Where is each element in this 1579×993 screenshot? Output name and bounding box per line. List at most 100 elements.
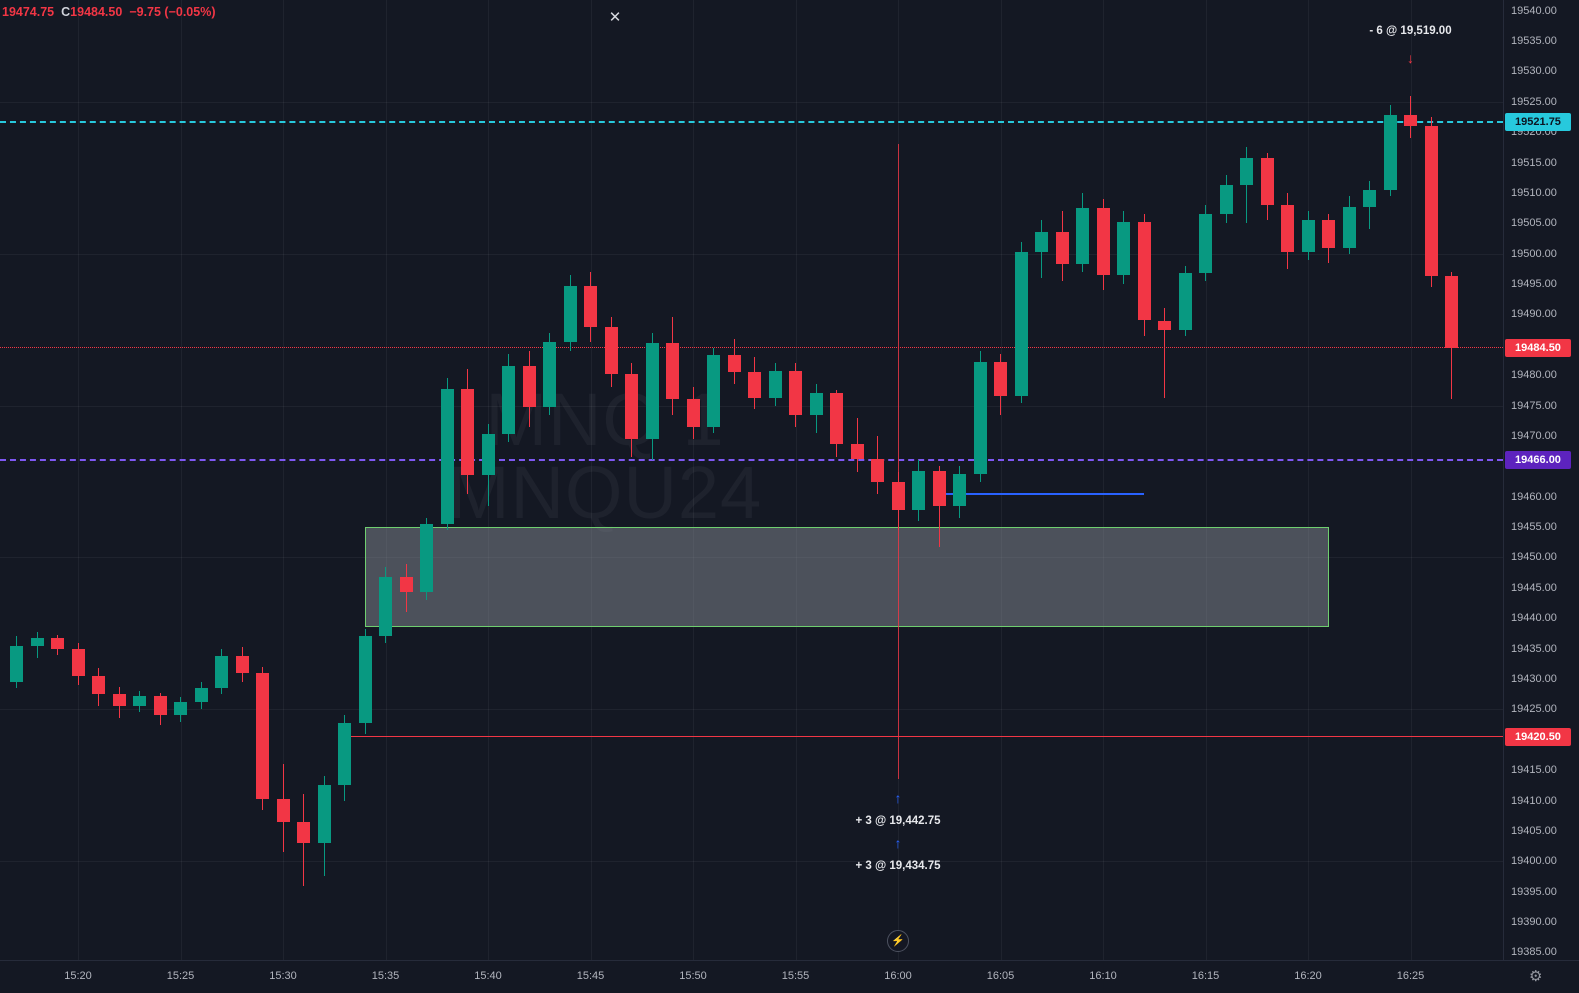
price-tick-label: 19515.00 (1511, 156, 1557, 169)
price-tick-label: 19435.00 (1511, 642, 1557, 655)
time-tick-label: 15:20 (64, 970, 92, 982)
horizontal-level-line[interactable] (0, 459, 1503, 462)
candle-body (809, 393, 823, 415)
active-price-label[interactable]: 19484.50 (1505, 338, 1571, 357)
horizontal-level-line[interactable] (0, 120, 1503, 123)
candle-body (1219, 185, 1233, 215)
candle-body (1178, 273, 1192, 330)
price-tick-label: 19510.00 (1511, 186, 1557, 199)
horizontal-level-line[interactable] (0, 347, 1503, 349)
candle-body (625, 373, 638, 439)
active-price-label[interactable]: 19521.75 (1505, 112, 1571, 131)
price-tick-label: 19405.00 (1511, 824, 1557, 837)
grid-hline (0, 557, 1503, 559)
time-tick-label: 15:55 (781, 970, 810, 982)
candle-body (440, 388, 454, 525)
candle-wick (1246, 147, 1247, 224)
vertical-time-line[interactable] (898, 144, 899, 780)
candle-body (1404, 115, 1417, 127)
candle-body (379, 577, 392, 637)
candle-body (1363, 189, 1376, 207)
active-price-label[interactable]: 19420.50 (1505, 727, 1571, 746)
price-tick-label: 19400.00 (1511, 855, 1557, 868)
price-tick-label: 19390.00 (1511, 916, 1557, 929)
price-tick-label: 19415.00 (1511, 764, 1557, 777)
price-tick-label: 19395.00 (1511, 885, 1557, 898)
grid-vline (590, 0, 592, 960)
price-tick-label: 19500.00 (1511, 247, 1557, 260)
grid-vline (1205, 0, 1207, 960)
candle-body (1096, 208, 1110, 275)
candle-body (481, 434, 495, 476)
candle-body (727, 355, 741, 373)
trade-marker-label-sell: - 6 @ 19,519.00 (1369, 24, 1452, 37)
quick-trade-button[interactable]: ⚡ (887, 930, 909, 952)
price-tick-label: 19440.00 (1511, 612, 1557, 625)
legend-close-group: C19484.50 (61, 5, 122, 19)
trade-arrow-up-icon: ↑ (894, 790, 902, 807)
time-tick-label: 16:25 (1396, 970, 1425, 982)
candle-body (30, 637, 44, 646)
candle-body (71, 648, 85, 676)
price-tick-label: 19535.00 (1511, 35, 1557, 47)
grid-vline (1000, 0, 1002, 960)
candle-body (686, 399, 700, 427)
grid-vline (1308, 0, 1309, 960)
candle-body (543, 341, 556, 408)
legend-change: −9.75 (−0.05%) (129, 5, 216, 19)
candle-body (563, 285, 577, 342)
time-tick-label: 16:05 (986, 970, 1015, 982)
grid-hline (0, 101, 1503, 103)
grid-vline (1103, 0, 1104, 960)
close-icon[interactable]: ✕ (608, 9, 622, 26)
price-axis[interactable]: 19540.00 19535.00 19530.00 19525.00 19520.00… (1503, 0, 1579, 960)
candle-body (399, 577, 413, 593)
price-tick-label: 19430.00 (1511, 672, 1557, 685)
candle-body (830, 393, 843, 444)
candle-body (973, 361, 987, 474)
horizontal-level-line[interactable] (344, 736, 1503, 738)
ohlc-legend: 19474.75 C19484.50 −9.75 (−0.05%) (2, 5, 215, 19)
candle-body (891, 481, 905, 511)
candle-body (871, 458, 884, 482)
price-tick-label: 19460.00 (1511, 490, 1557, 503)
candle-body (1137, 221, 1151, 321)
time-axis[interactable]: ⚙ 15:20 15:25 15:30 15:35 15:40 15:45 15:50 15:… (0, 960, 1579, 993)
gear-icon[interactable]: ⚙ (1529, 968, 1543, 985)
candle-body (1240, 157, 1253, 186)
trade-arrow-down-icon: ↓ (1407, 50, 1414, 67)
chart-pane[interactable]: MNQ 1 MNQU24 - 6 @ 19,519.00 ↓ + 3 @ 19,44… (0, 0, 1503, 960)
candle-body (461, 388, 474, 476)
candle-body (276, 798, 290, 822)
grid-vline (693, 0, 694, 960)
grid-vline (78, 0, 79, 960)
price-tick-label: 19410.00 (1511, 794, 1557, 807)
candle-body (1260, 157, 1274, 206)
grid-vline (385, 0, 387, 960)
candle-body (10, 645, 23, 683)
candle-body (1322, 220, 1335, 248)
candle-body (1076, 208, 1089, 265)
candle-body (994, 361, 1007, 397)
candle-body (1281, 205, 1294, 253)
candle-body (1014, 252, 1028, 397)
candle-body (953, 473, 966, 506)
candle-body (1158, 320, 1171, 330)
candle-body (850, 443, 864, 459)
trend-line[interactable] (939, 492, 1144, 495)
zone-box[interactable] (365, 527, 1329, 628)
candle-body (215, 656, 228, 689)
chart-layers: - 6 @ 19,519.00 ↓ + 3 @ 19,442.75 ↑ + 3 @ 19… (0, 0, 1503, 960)
candle-body (1383, 115, 1397, 190)
candle-body (235, 656, 249, 673)
time-tick-label: 15:50 (679, 970, 707, 982)
trade-marker-label-buy: + 3 @ 19,442.75 (855, 814, 941, 827)
time-tick-label: 16:00 (884, 970, 912, 982)
candle-body (256, 672, 269, 799)
candle-body (194, 688, 208, 702)
time-tick-label: 15:45 (576, 970, 605, 982)
active-price-label[interactable]: 19466.00 (1505, 451, 1571, 470)
candle-body (789, 370, 802, 415)
price-tick-label: 19495.00 (1511, 278, 1557, 291)
grid-vline (1410, 0, 1412, 960)
